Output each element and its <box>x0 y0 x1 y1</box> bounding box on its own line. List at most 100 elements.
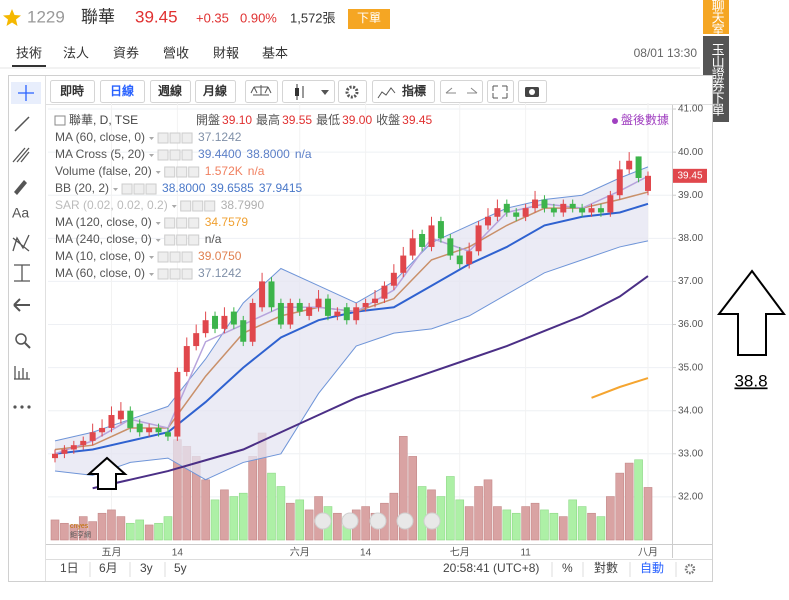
tab[interactable]: 資券 <box>113 45 139 60</box>
scale-option[interactable]: 自動 <box>640 561 664 575</box>
scale-option[interactable]: 對數 <box>594 561 618 575</box>
chat-button[interactable] <box>703 0 729 34</box>
plot: 32.00 33.00 34.00 35.00 36.00 37.00 38.00 39.00… <box>48 103 707 559</box>
indicator-icon[interactable] <box>169 251 181 263</box>
indicator-icon[interactable] <box>180 200 192 212</box>
indicator-icon[interactable] <box>164 234 176 246</box>
undo-redo-button[interactable] <box>440 80 483 103</box>
indicator-icon[interactable] <box>181 149 193 161</box>
settings-button[interactable] <box>338 80 367 103</box>
scroll-button[interactable] <box>423 512 441 530</box>
indicator-value: 39.6585 <box>210 181 254 195</box>
indicators-button[interactable] <box>372 80 435 103</box>
indicator-dropdown[interactable] <box>149 256 155 259</box>
indicator-icon[interactable] <box>121 183 133 195</box>
range-button[interactable]: 1日 <box>60 561 79 575</box>
indicator-icon[interactable] <box>133 183 145 195</box>
y-tick-label: 33.00 <box>678 448 703 459</box>
more-dot[interactable] <box>27 405 31 409</box>
indicator-dropdown[interactable] <box>149 137 155 140</box>
indicator-icon[interactable] <box>176 234 188 246</box>
indicator-icon[interactable] <box>157 149 169 161</box>
remove-tool[interactable] <box>13 298 30 312</box>
indicator-icon[interactable] <box>157 251 169 263</box>
candle-body <box>381 285 388 299</box>
volume-bar <box>398 436 408 541</box>
interval-button[interactable] <box>195 80 236 103</box>
range-button[interactable]: 3y <box>140 561 153 575</box>
indicator-icon[interactable] <box>176 217 188 229</box>
tab[interactable]: 營收 <box>163 45 189 60</box>
indicator-icon[interactable] <box>181 268 193 280</box>
interval-button[interactable] <box>50 80 95 103</box>
indicator-icon[interactable] <box>181 132 193 144</box>
indicator-icon[interactable] <box>188 217 200 229</box>
interval-label[interactable]: 日線 <box>110 83 134 98</box>
after-hours-label[interactable]: 盤後數據 <box>621 113 669 127</box>
indicator-icon[interactable] <box>188 166 200 178</box>
trendline-tool[interactable] <box>14 116 30 132</box>
fork-tool[interactable] <box>12 147 30 163</box>
scroll-button[interactable] <box>369 512 387 530</box>
dropdown-icon <box>321 90 329 95</box>
indicator-icon[interactable] <box>204 200 216 212</box>
text-tool[interactable]: Aa <box>12 205 29 221</box>
range-button[interactable]: 6月 <box>99 561 118 575</box>
candle-body <box>475 225 482 252</box>
indicator-icon[interactable] <box>164 217 176 229</box>
interval-label[interactable]: 週線 <box>158 83 182 98</box>
indicator-dropdown[interactable] <box>155 222 161 225</box>
interval-label[interactable]: 即時 <box>60 83 84 98</box>
settings-gear[interactable] <box>684 563 696 575</box>
scroll-button[interactable] <box>396 512 414 530</box>
indicator-icon[interactable] <box>157 132 169 144</box>
indicator-icon[interactable] <box>169 268 181 280</box>
indicator-icon[interactable] <box>176 166 188 178</box>
tab[interactable]: 技術 <box>16 45 42 60</box>
indicator-icon[interactable] <box>169 132 181 144</box>
scroll-button[interactable] <box>314 512 332 530</box>
candle-body <box>296 302 303 312</box>
chat-label[interactable]: 聊天室 <box>710 0 725 36</box>
volume-bar <box>154 522 163 541</box>
pattern-tool[interactable] <box>12 234 30 252</box>
fullscreen-button[interactable] <box>487 80 514 103</box>
candle-body <box>560 203 567 213</box>
broker-label[interactable]: 玉山證券下單 <box>710 43 725 116</box>
indicator-dropdown[interactable] <box>155 239 161 242</box>
order-button-label[interactable]: 下單 <box>357 11 381 25</box>
tab[interactable]: 財報 <box>213 45 239 60</box>
interval-button[interactable] <box>150 80 191 103</box>
ruler-tool[interactable] <box>14 366 30 380</box>
indicators-label[interactable]: 指標 <box>402 83 426 98</box>
indicator-dropdown[interactable] <box>155 171 161 174</box>
indicator-icon[interactable] <box>164 166 176 178</box>
indicator-icon[interactable] <box>145 183 157 195</box>
tab[interactable]: 法人 <box>63 45 89 60</box>
indicator-icon[interactable] <box>181 251 193 263</box>
indicator-dropdown[interactable] <box>149 273 155 276</box>
scroll-button[interactable] <box>341 512 359 530</box>
indicator-icon[interactable] <box>169 149 181 161</box>
indicator-dropdown[interactable] <box>113 188 119 191</box>
more-dot[interactable] <box>20 405 24 409</box>
chart-style-button[interactable] <box>282 80 335 103</box>
volume-bar <box>276 486 286 541</box>
indicator-icon[interactable] <box>192 200 204 212</box>
measure-tool[interactable] <box>14 264 30 282</box>
order-button[interactable] <box>348 9 390 29</box>
indicator-dropdown[interactable] <box>171 205 177 208</box>
volume-bar <box>88 521 97 541</box>
indicator-icon[interactable] <box>157 268 169 280</box>
interval-label[interactable]: 月線 <box>202 83 227 98</box>
indicator-icon[interactable] <box>188 234 200 246</box>
indicator-dropdown[interactable] <box>149 154 155 157</box>
brush-tool[interactable] <box>14 180 27 195</box>
zoom-tool[interactable] <box>15 333 27 345</box>
interval-button[interactable] <box>100 80 145 103</box>
more-dot[interactable] <box>13 405 17 409</box>
favorite-star[interactable] <box>3 9 21 26</box>
range-button[interactable]: 5y <box>174 561 187 575</box>
tab[interactable]: 基本 <box>262 45 288 60</box>
scale-option[interactable]: % <box>562 561 573 575</box>
